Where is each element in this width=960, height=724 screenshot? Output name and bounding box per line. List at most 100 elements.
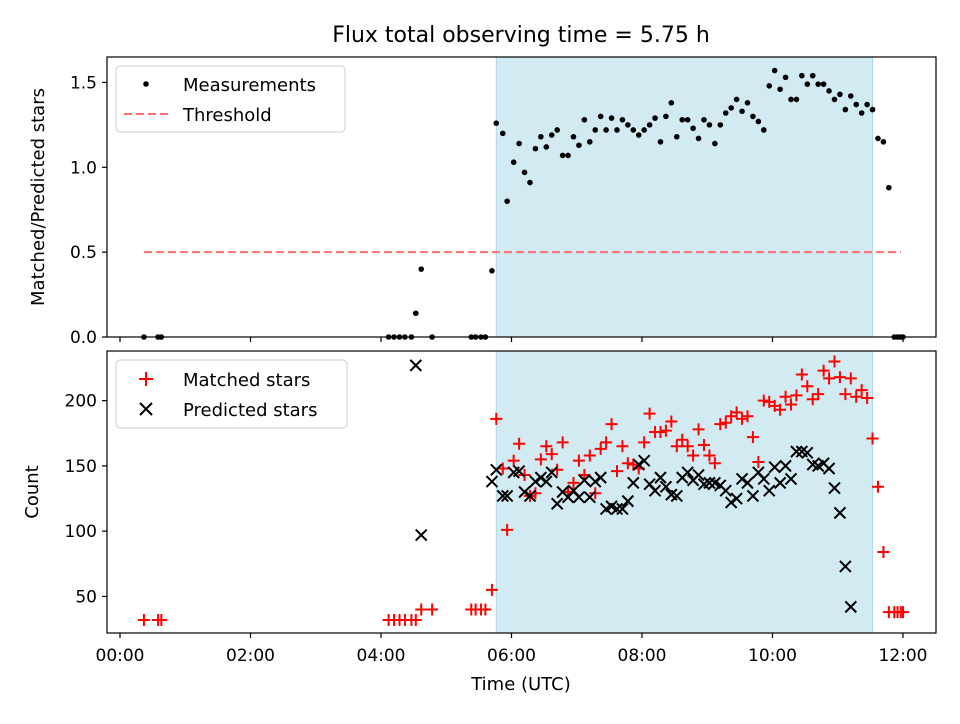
bottom-plot-area: [137, 350, 909, 634]
matched-star-point: [572, 454, 585, 467]
measurement-point: [701, 116, 707, 123]
matched-star-point: [703, 449, 716, 462]
matched-star-point: [600, 436, 613, 449]
predicted-star-point: [490, 463, 503, 477]
measurement-point: [712, 140, 718, 147]
chart-title: Flux total observing time = 5.75 h: [332, 23, 710, 48]
measurement-point: [532, 145, 539, 152]
matched-star-point: [795, 368, 808, 381]
measurement-point: [717, 122, 724, 128]
matched-star-point: [844, 372, 857, 385]
measurement-point: [864, 101, 870, 108]
x-tick-label: 10:00: [748, 646, 797, 666]
bottom-legend-box: [115, 359, 348, 429]
matched-star-point: [534, 453, 547, 466]
matched-star-point: [790, 389, 803, 402]
predicted-star-point: [540, 475, 553, 488]
measurement-point: [592, 127, 599, 133]
top-y-tick-label: 0.0: [70, 328, 97, 348]
measurement-point: [809, 72, 816, 79]
predicted-star-point: [757, 472, 771, 486]
bottom-x-ticks: 00:00 02:00 04:00 06:00 08:00 10:00 12:00: [96, 633, 928, 666]
measurement-point: [608, 115, 615, 121]
matched-star-point: [616, 440, 629, 453]
measurement-point: [739, 108, 745, 115]
measurement-point: [619, 116, 626, 123]
measurement-point: [842, 106, 849, 113]
measurement-point: [570, 133, 577, 140]
measurement-point: [684, 116, 691, 123]
matched-star-point: [479, 603, 492, 616]
measurement-point: [597, 113, 604, 120]
matched-star-point: [866, 432, 879, 445]
measurement-point: [657, 139, 664, 145]
bottom-y-tick-label: 150: [65, 457, 97, 477]
predicted-star-point: [790, 445, 803, 458]
top-plot-area: [141, 56, 906, 340]
legend-predicted-marker: [139, 402, 153, 416]
matched-star-point: [594, 442, 607, 455]
predicted-star-point: [627, 476, 640, 490]
predicted-star-point: [681, 466, 694, 479]
top-y-axis-label: Matched/Predicted stars: [28, 88, 49, 306]
measurement-point: [679, 116, 686, 123]
measurement-point: [493, 120, 500, 126]
matched-star-point: [545, 448, 558, 461]
matched-star-point: [719, 416, 732, 429]
measurement-point: [761, 127, 767, 133]
matched-star-point: [806, 393, 819, 406]
top-legend-box: [115, 65, 346, 133]
matched-star-point: [415, 603, 428, 616]
measurement-point: [489, 268, 495, 274]
matched-star-point: [871, 480, 884, 493]
predicted-star-point: [773, 476, 787, 490]
matched-star-point: [828, 355, 841, 368]
measurement-point: [853, 101, 860, 108]
measurement-point: [625, 122, 631, 128]
matched-star-point: [687, 449, 700, 462]
measurement-point: [413, 310, 419, 317]
predicted-star-point: [763, 484, 776, 497]
measurement-point: [820, 81, 827, 87]
measurement-point: [500, 130, 506, 137]
matched-star-point: [850, 390, 863, 403]
measurement-point: [510, 159, 517, 166]
measurement-point: [722, 110, 729, 116]
matched-star-point: [155, 613, 168, 626]
predicted-star-point: [703, 476, 716, 490]
matched-star-point: [801, 380, 814, 393]
bottom-y-tick-label: 100: [65, 522, 97, 542]
measurement-point: [848, 93, 854, 99]
bottom-legend: Matched stars Predicted stars: [115, 359, 348, 429]
predicted-star-point: [654, 471, 667, 484]
predicted-star-point: [518, 485, 531, 499]
measurement-point: [755, 118, 762, 125]
measurement-point: [516, 140, 522, 147]
predicted-star-point: [768, 460, 781, 474]
matched-star-point: [779, 390, 792, 403]
x-tick-label: 00:00: [96, 646, 145, 666]
measurement-point: [777, 86, 783, 93]
bottom-y-ticks: 50 100 150 200: [65, 392, 107, 607]
predicted-star-point: [621, 494, 635, 508]
matched-star-point: [556, 436, 569, 449]
matched-star-point: [409, 613, 422, 626]
matched-star-point: [833, 371, 846, 384]
measurement-point: [548, 132, 555, 138]
measurement-point: [771, 67, 778, 74]
measurement-point: [733, 96, 740, 103]
predicted-star-point: [550, 497, 564, 510]
matched-star-point: [746, 431, 759, 444]
predicted-star-point: [833, 506, 847, 520]
top-legend: Measurements Threshold: [115, 65, 346, 133]
matched-star-point: [605, 418, 618, 431]
measurement-point: [630, 127, 637, 133]
top-y-tick-label: 0.5: [70, 243, 97, 263]
matched-star-point: [708, 457, 721, 470]
measurement-point: [788, 96, 794, 103]
predicted-star-point: [578, 474, 591, 487]
predicted-star-point: [534, 471, 548, 484]
matched-star-point: [741, 410, 754, 423]
matched-star-point: [670, 440, 683, 453]
measurement-point: [527, 179, 533, 186]
